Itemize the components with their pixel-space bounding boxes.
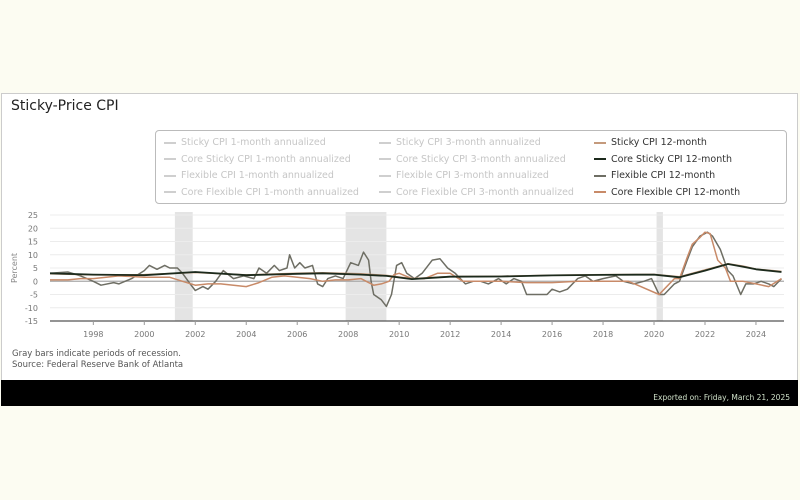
legend-label: Core Sticky CPI 12-month <box>611 153 732 165</box>
x-tick-label: 1998 <box>83 330 103 339</box>
legend-label: Sticky CPI 3-month annualized <box>396 137 541 148</box>
recession-bar <box>656 212 663 321</box>
y-tick-label: 15 <box>28 238 38 247</box>
x-tick-label: 2014 <box>491 330 511 339</box>
recession-note: Gray bars indicate periods of recession. <box>12 349 181 359</box>
legend-label: Core Flexible CPI 3-month annualized <box>396 186 574 198</box>
legend-item[interactable]: Sticky CPI 3-month annualized <box>379 137 541 148</box>
legend-swatch <box>379 174 391 177</box>
series-line-flexible-cpi-12-month <box>49 231 783 308</box>
legend-swatch <box>164 141 176 144</box>
legend-swatch <box>164 158 176 160</box>
legend-item[interactable]: Flexible CPI 3-month annualized <box>379 170 549 181</box>
x-tick-label: 2012 <box>440 330 460 339</box>
legend-label: Core Sticky CPI 1-month annualized <box>181 153 351 165</box>
legend-label: Sticky CPI 12-month <box>611 137 707 148</box>
legend-item[interactable]: Flexible CPI 1-month annualized <box>164 170 334 181</box>
legend: Sticky CPI 1-month annualized Core Sticky… <box>155 130 787 204</box>
y-tick-label: 25 <box>28 211 38 220</box>
x-tick-label: 2010 <box>389 330 409 339</box>
x-tick-label: 2004 <box>236 330 256 339</box>
recession-bar <box>345 212 387 321</box>
legend-swatch <box>379 141 391 144</box>
legend-label: Flexible CPI 12-month <box>611 170 716 181</box>
legend-label: Sticky CPI 1-month annualized <box>181 137 326 148</box>
legend-swatch <box>594 191 606 193</box>
recession-bar <box>174 212 193 321</box>
legend-item[interactable]: Core Sticky CPI 1-month annualized <box>164 154 351 165</box>
legend-item[interactable]: Core Sticky CPI 3-month annualized <box>379 154 566 165</box>
legend-label: Core Flexible CPI 1-month annualized <box>181 186 359 198</box>
legend-label: Flexible CPI 1-month annualized <box>181 170 334 181</box>
x-tick-label: 2008 <box>338 330 358 339</box>
legend-label: Core Sticky CPI 3-month annualized <box>396 153 566 165</box>
y-tick-label: -5 <box>30 291 38 300</box>
legend-swatch <box>164 174 176 177</box>
footer-bar: Exported on: Friday, March 21, 2025 <box>1 380 798 406</box>
legend-item[interactable]: Flexible CPI 12-month <box>594 170 715 181</box>
x-tick-label: 2018 <box>593 330 613 339</box>
legend-item[interactable]: Core Flexible CPI 12-month <box>594 187 740 198</box>
chart-title: Sticky-Price CPI <box>11 98 119 114</box>
series-line-core-sticky-cpi-12-month <box>49 263 782 281</box>
x-tick-label: 2000 <box>134 330 154 339</box>
source-note: Source: Federal Reserve Bank of Atlanta <box>12 360 184 370</box>
legend-item[interactable]: Core Sticky CPI 12-month <box>594 154 732 165</box>
x-tick-label: 2022 <box>695 330 715 339</box>
series-line-core-flexible-cpi-12-month <box>50 231 782 296</box>
x-tick-label: 2020 <box>644 330 664 339</box>
legend-label: Flexible CPI 3-month annualized <box>396 170 549 181</box>
x-tick-label: 2006 <box>287 330 307 339</box>
legend-swatch <box>594 158 606 160</box>
y-axis-label: Percent <box>10 253 19 283</box>
legend-swatch <box>379 158 391 160</box>
export-date: Exported on: Friday, March 21, 2025 <box>653 393 790 402</box>
legend-item[interactable]: Sticky CPI 1-month annualized <box>164 137 326 148</box>
y-tick-label: 10 <box>28 251 38 260</box>
legend-swatch <box>164 191 176 193</box>
y-tick-label: 0 <box>33 277 38 286</box>
y-tick-label: -10 <box>25 304 38 313</box>
legend-swatch <box>594 141 606 144</box>
legend-item[interactable]: Core Flexible CPI 3-month annualized <box>379 187 574 198</box>
y-tick-label: -15 <box>25 317 38 326</box>
x-tick-label: 2024 <box>746 330 766 339</box>
x-tick-label: 2002 <box>185 330 205 339</box>
legend-swatch <box>594 174 606 177</box>
legend-item[interactable]: Sticky CPI 12-month <box>594 137 707 148</box>
x-tick-label: 2016 <box>542 330 562 339</box>
legend-swatch <box>379 191 391 193</box>
y-tick-label: 5 <box>33 264 38 273</box>
y-tick-label: 20 <box>28 224 38 233</box>
legend-item[interactable]: Core Flexible CPI 1-month annualized <box>164 187 359 198</box>
legend-label: Core Flexible CPI 12-month <box>611 186 741 198</box>
